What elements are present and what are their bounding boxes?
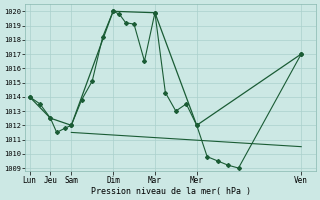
X-axis label: Pression niveau de la mer( hPa ): Pression niveau de la mer( hPa ) [91,187,251,196]
